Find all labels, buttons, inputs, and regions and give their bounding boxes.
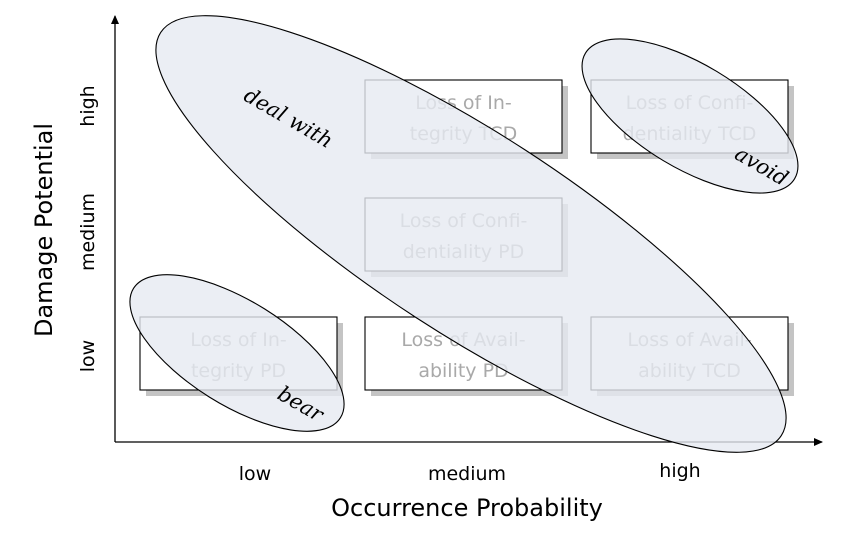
y-tick-high: high bbox=[77, 85, 99, 126]
y-tick-low: low bbox=[77, 340, 99, 372]
x-tick-medium: medium bbox=[428, 463, 506, 485]
region-ellipse bbox=[581, 38, 799, 194]
region-ellipse bbox=[129, 274, 345, 432]
region-ellipse bbox=[155, 15, 787, 453]
y-axis-title: Damage Potential bbox=[30, 123, 58, 337]
x-axis-title: Occurrence Probability bbox=[331, 494, 603, 522]
x-tick-low: low bbox=[239, 463, 271, 485]
box-label-line: ability PD bbox=[418, 360, 508, 382]
x-tick-high: high bbox=[659, 460, 700, 482]
y-tick-medium: medium bbox=[77, 193, 99, 271]
